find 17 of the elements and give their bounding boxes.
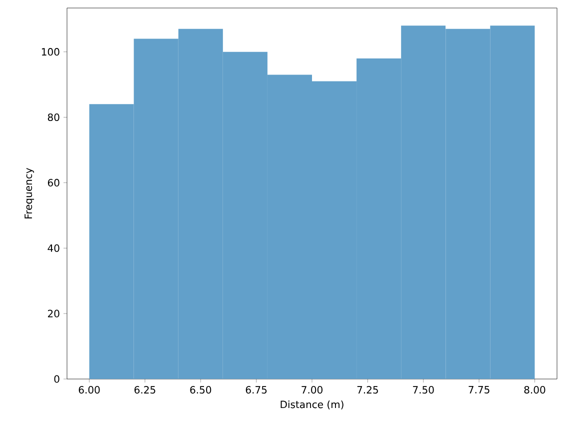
y-tick-label: 0 (54, 375, 60, 383)
x-tick-label: 6.50 (190, 386, 212, 394)
x-tick-label: 7.75 (468, 386, 490, 394)
x-tick-label: 7.00 (302, 386, 322, 394)
x-tick-label: 6.00 (78, 386, 100, 394)
x-tick-label: 8.00 (524, 386, 546, 394)
y-tick-label: 100 (42, 48, 60, 56)
y-tick-label: 20 (48, 310, 60, 318)
x-tick-label: 7.50 (413, 386, 434, 394)
x-tick-label: 6.25 (134, 386, 156, 394)
y-axis-title: Frequency (24, 168, 34, 218)
x-tick-label: 7.25 (357, 386, 378, 394)
x-axis-title: Distance (m) (280, 400, 344, 410)
y-tick-label: 40 (48, 244, 60, 252)
x-tick-label: 6.75 (246, 386, 267, 394)
y-tick-label: 60 (48, 178, 60, 186)
y-tick-label: 80 (48, 113, 60, 122)
